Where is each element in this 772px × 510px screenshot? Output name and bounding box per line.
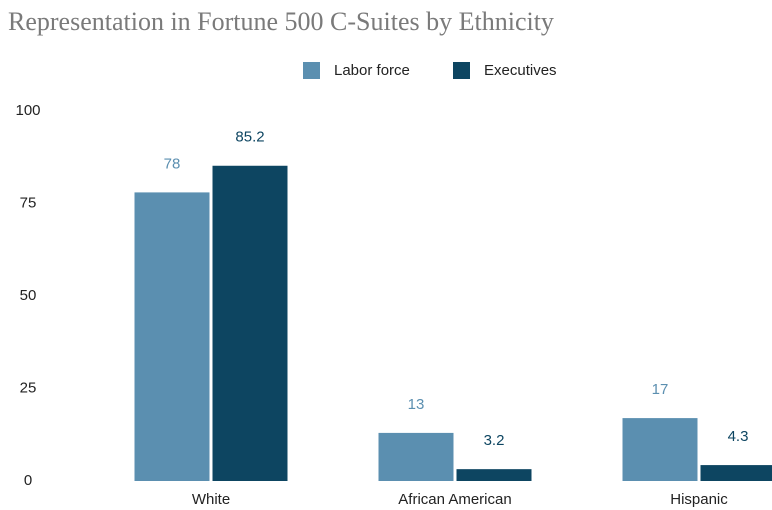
bar — [622, 418, 698, 481]
bar — [700, 465, 772, 481]
value-label: 17 — [652, 381, 669, 398]
legend-swatch — [303, 62, 320, 79]
y-tick-label: 0 — [24, 472, 32, 489]
legend-label: Labor force — [334, 62, 410, 79]
value-label: 13 — [408, 396, 425, 413]
legend-label: Executives — [484, 62, 557, 79]
y-tick-label: 100 — [15, 102, 40, 119]
value-label: 78 — [164, 155, 181, 172]
value-label: 4.3 — [728, 428, 749, 445]
legend-swatch — [453, 62, 470, 79]
value-label: 3.2 — [484, 432, 505, 449]
bar — [378, 432, 454, 481]
x-tick-label: Hispanic — [670, 491, 728, 508]
bar — [212, 165, 288, 481]
bar — [456, 469, 532, 481]
bar — [134, 192, 210, 481]
value-label: 85.2 — [235, 129, 264, 146]
y-tick-label: 25 — [20, 379, 37, 396]
chart-title: Representation in Fortune 500 C-Suites b… — [8, 7, 554, 36]
x-tick-label: White — [192, 491, 230, 508]
y-tick-label: 50 — [20, 287, 37, 304]
y-tick-label: 75 — [20, 194, 37, 211]
x-tick-label: African American — [398, 491, 511, 508]
